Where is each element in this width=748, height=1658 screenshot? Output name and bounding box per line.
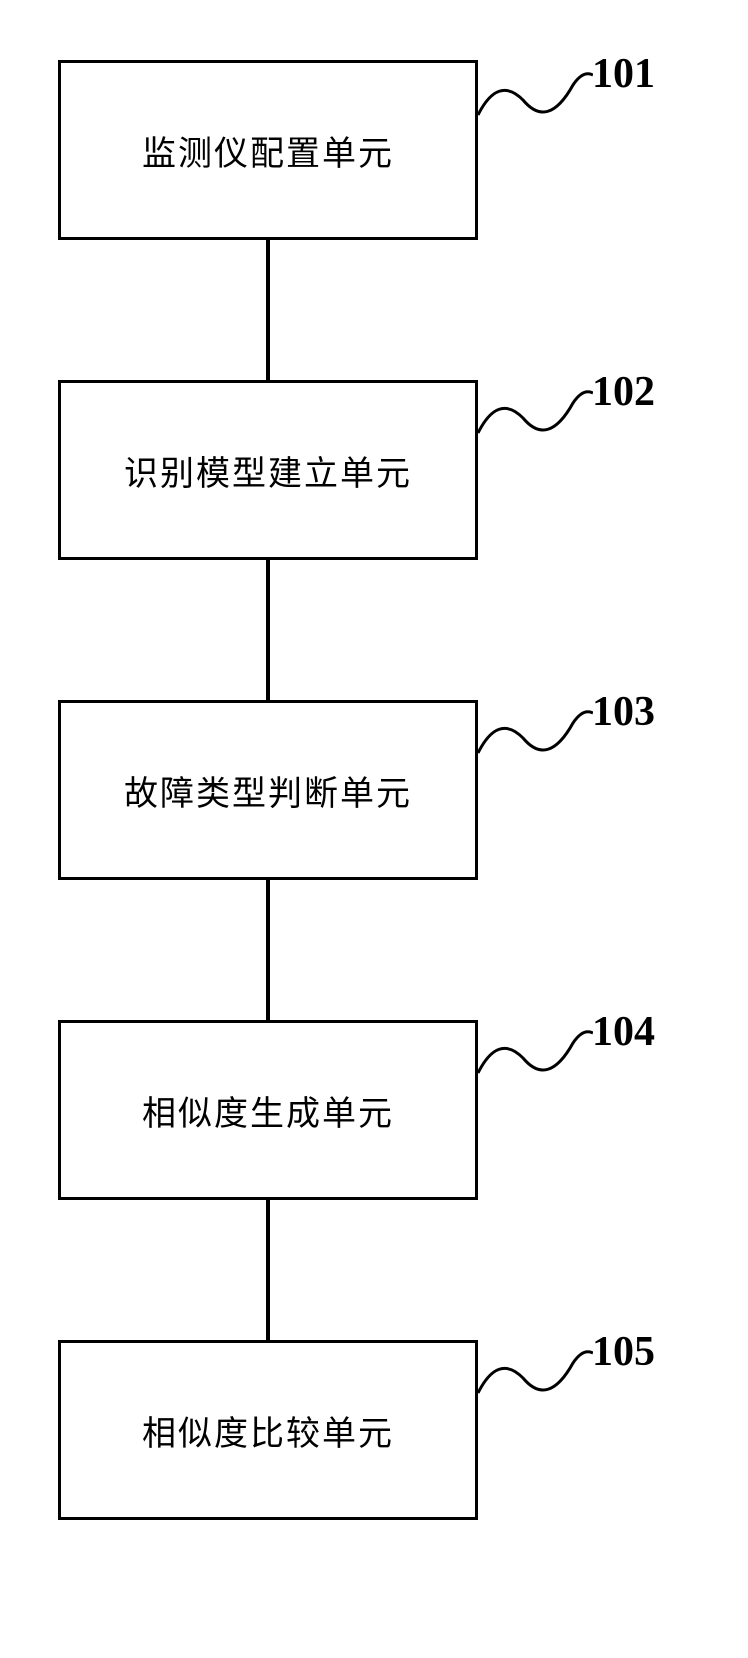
squiggle-connector-5 — [478, 1348, 593, 1413]
connector-3-4 — [266, 880, 270, 1020]
label-104: 104 — [592, 1008, 655, 1056]
squiggle-connector-4 — [478, 1028, 593, 1093]
label-105: 105 — [592, 1328, 655, 1376]
block-text: 识别模型建立单元 — [124, 446, 412, 495]
squiggle-connector-2 — [478, 388, 593, 453]
block-recognition-model: 识别模型建立单元 — [58, 380, 478, 560]
block-similarity-generate: 相似度生成单元 — [58, 1020, 478, 1200]
squiggle-connector-3 — [478, 708, 593, 773]
block-monitor-config: 监测仪配置单元 — [58, 60, 478, 240]
block-text: 监测仪配置单元 — [142, 126, 394, 175]
block-similarity-compare: 相似度比较单元 — [58, 1340, 478, 1520]
label-103: 103 — [592, 688, 655, 736]
block-text: 故障类型判断单元 — [124, 766, 412, 815]
label-101: 101 — [592, 50, 655, 98]
block-text: 相似度比较单元 — [142, 1406, 394, 1455]
connector-1-2 — [266, 240, 270, 380]
label-102: 102 — [592, 368, 655, 416]
flowchart-diagram: 监测仪配置单元 101 识别模型建立单元 102 故障类型判断单元 103 相似… — [0, 0, 748, 1658]
block-fault-type-judge: 故障类型判断单元 — [58, 700, 478, 880]
connector-2-3 — [266, 560, 270, 700]
squiggle-connector-1 — [478, 70, 593, 135]
connector-4-5 — [266, 1200, 270, 1340]
block-text: 相似度生成单元 — [142, 1086, 394, 1135]
